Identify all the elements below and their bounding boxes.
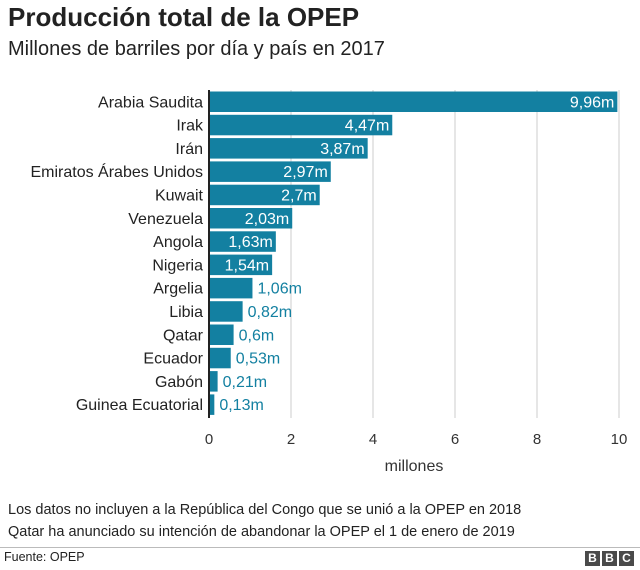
bar-chart: Arabia Saudita Irak Irán Emiratos Árabes Un… xyxy=(30,90,628,475)
category-label: Kuwait xyxy=(155,187,204,204)
x-tick-label: 2 xyxy=(287,431,295,448)
bars xyxy=(209,91,618,415)
x-tick-label: 8 xyxy=(533,431,541,448)
footnote-congo: Los datos no incluyen a la República del… xyxy=(8,502,522,518)
category-label: Venezuela xyxy=(128,211,203,228)
category-label: Emiratos Árabes Unidos xyxy=(30,162,203,181)
bar xyxy=(209,114,393,136)
x-tick-label: 10 xyxy=(611,431,628,448)
bar xyxy=(209,184,320,206)
category-label: Arabia Saudita xyxy=(98,94,203,111)
x-tick-labels: 0 2 4 6 8 10 xyxy=(205,431,628,448)
category-label: Irán xyxy=(175,141,203,158)
category-label: Ecuador xyxy=(143,351,203,368)
bar xyxy=(209,301,243,322)
bbc-logo-letter: C xyxy=(619,551,634,566)
category-label: Argelia xyxy=(153,281,203,298)
bar xyxy=(209,254,273,276)
value-label: 4,47m xyxy=(345,118,389,135)
x-tick-label: 6 xyxy=(451,431,459,448)
bbc-logo-letter: B xyxy=(602,551,617,566)
bar xyxy=(209,138,368,159)
value-label: 1,54m xyxy=(225,257,269,274)
bar xyxy=(209,371,218,392)
footnotes: Los datos no incluyen a la República del… xyxy=(8,499,521,543)
footer-divider xyxy=(0,547,640,548)
value-labels: 9,96m 4,47m 3,87m 2,97m 2,7m 2,03m 1,63m 1,54m 1… xyxy=(219,94,614,414)
footnote-qatar: Qatar ha anunciado su intención de aband… xyxy=(8,524,515,540)
category-label: Nigeria xyxy=(152,257,203,274)
bar xyxy=(209,324,234,345)
value-label: 1,06m xyxy=(257,281,301,298)
category-labels: Arabia Saudita Irak Irán Emiratos Árabes Un… xyxy=(30,94,204,414)
bar xyxy=(209,161,331,182)
value-label: 0,21m xyxy=(223,374,267,391)
value-label: 3,87m xyxy=(320,141,364,158)
category-label: Libia xyxy=(169,304,203,321)
bar xyxy=(209,91,618,112)
category-label: Qatar xyxy=(163,327,204,344)
bar xyxy=(209,277,253,299)
bar xyxy=(209,347,231,369)
value-label: 0,13m xyxy=(219,397,263,414)
chart-subtitle: Millones de barriles por día y país en 2… xyxy=(8,38,385,60)
category-label: Angola xyxy=(153,234,203,251)
category-label: Guinea Ecuatorial xyxy=(76,397,203,414)
value-label: 0,82m xyxy=(248,304,292,321)
value-label: 0,53m xyxy=(236,351,280,368)
value-label: 9,96m xyxy=(570,94,614,111)
bbc-logo-letter: B xyxy=(585,551,600,566)
bar xyxy=(209,208,293,229)
value-label: 2,7m xyxy=(281,187,317,204)
x-tick-label: 4 xyxy=(369,431,377,448)
value-label: 2,03m xyxy=(245,211,289,228)
category-label: Gabón xyxy=(155,374,203,391)
bbc-logo: B B C xyxy=(585,551,634,566)
source-note: Fuente: OPEP xyxy=(4,550,85,564)
value-label: 2,97m xyxy=(283,164,327,181)
chart-title: Producción total de la OPEP xyxy=(8,2,360,32)
grid-lines xyxy=(290,90,620,418)
x-axis-label: millones xyxy=(385,458,444,475)
value-label: 0,6m xyxy=(239,327,275,344)
value-label: 1,63m xyxy=(228,234,272,251)
bar xyxy=(209,231,276,252)
bar xyxy=(209,394,215,415)
x-tick-label: 0 xyxy=(205,431,213,448)
category-label: Irak xyxy=(176,118,204,135)
